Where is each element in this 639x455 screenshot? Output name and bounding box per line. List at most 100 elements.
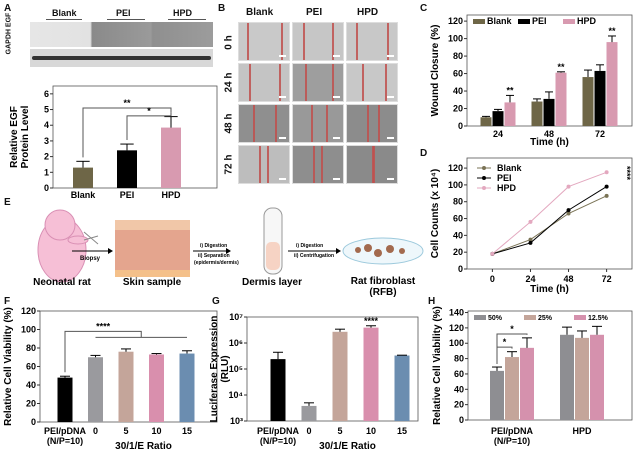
x-tick-label: 24 <box>493 129 503 139</box>
significance-bracket <box>82 107 172 158</box>
bar <box>179 353 195 422</box>
data-point <box>604 184 609 189</box>
wound-edge-line <box>275 105 277 142</box>
wound-edge-line <box>373 146 375 183</box>
label-skin-sample: Skin sample <box>123 277 182 288</box>
y-axis-label: Cell Counts (x 10⁴) <box>430 169 441 258</box>
y-tick-label: 0 <box>458 121 463 131</box>
y-tick-label: 20 <box>454 400 464 410</box>
x-axis-label: Time (h) <box>530 284 569 295</box>
y-tick-label: 120 <box>448 163 463 173</box>
scale-bar <box>387 137 394 139</box>
scale-bar <box>333 178 340 180</box>
legend-swatch <box>518 19 530 24</box>
legend-swatch <box>574 315 586 320</box>
wound-edge-line <box>281 23 283 60</box>
wound-edge-line <box>378 105 380 142</box>
y-tick-label: 100 <box>448 180 463 190</box>
bar <box>606 42 618 127</box>
wound-edge-line <box>279 64 281 101</box>
x-tick-label: 72 <box>595 129 605 139</box>
legend-swatch <box>524 315 536 320</box>
series-line <box>492 171 607 255</box>
x-tick-label: 15 <box>182 426 192 436</box>
wound-image <box>292 145 344 184</box>
panel-label-d: D <box>420 148 428 159</box>
x-tick-label: 5 <box>123 426 128 436</box>
chart-a: 0 1 2 3 4 5 6 Relative EGFProtein Level Blank PEI… <box>9 85 218 200</box>
legend-label: HPD <box>497 183 517 193</box>
bar <box>480 117 492 126</box>
bar <box>575 337 589 420</box>
series-line <box>492 186 607 255</box>
y-tick-label: 120 <box>449 323 464 333</box>
y-tick-label: 40 <box>454 384 464 394</box>
x-tick-label: PEI <box>120 190 135 200</box>
significance-bracket <box>496 333 528 365</box>
wound-edge-line <box>387 23 389 60</box>
y-axis-label-line: (RLU) <box>220 355 231 382</box>
scale-bar <box>387 96 394 98</box>
wound-col-blank: Blank <box>246 7 274 18</box>
wound-image <box>238 63 290 102</box>
significance-label: * <box>503 337 507 347</box>
y-axis-label: Relative EGFProtein Level <box>9 105 31 168</box>
x-tick-label: HPD <box>572 426 592 436</box>
wound-edge-line <box>259 146 261 183</box>
wound-image <box>346 145 398 184</box>
legend-label: PEI <box>532 16 547 26</box>
y-tick-label: 60 <box>454 369 464 379</box>
y-tick-label: 20 <box>453 104 463 114</box>
wound-image <box>346 22 398 61</box>
y-tick-label: 140 <box>449 308 464 318</box>
wound-edge-line <box>253 105 255 142</box>
y-axis-label: Luciferase Expression(RLU) <box>209 316 231 423</box>
y-axis-label-line: Cell Counts (x 10⁴) <box>430 169 441 258</box>
y-axis-label-line: Relative EGF <box>9 106 20 168</box>
petri-dish-icon <box>342 237 424 265</box>
wound-edge-line <box>321 146 323 183</box>
bar <box>161 127 181 188</box>
blot-group-blank: Blank <box>52 8 77 18</box>
label-neonatal-rat: Neonatal rat <box>33 277 91 288</box>
wound-edge-line <box>247 23 249 60</box>
y-tick-label: 60 <box>453 69 463 79</box>
bar <box>594 70 606 126</box>
x-tick-label: PEI/pDNA <box>491 426 534 436</box>
legend-marker <box>482 166 486 170</box>
wound-edge-line <box>313 146 315 183</box>
wound-image <box>292 22 344 61</box>
wound-edge-line <box>367 105 369 142</box>
bar <box>490 370 504 420</box>
data-point <box>604 170 609 175</box>
wound-edge-line <box>249 64 251 101</box>
label-rfb: (RFB) <box>369 287 396 298</box>
legend-label: 50% <box>488 315 503 322</box>
scale-bar <box>387 178 394 180</box>
arrow-biopsy-label: Biopsy <box>80 256 101 262</box>
wound-image <box>238 104 290 143</box>
rat-illustration <box>37 209 89 283</box>
y-tick-label: 1 <box>44 167 49 177</box>
bar <box>57 377 73 422</box>
x-tick-label: (N/P=10) <box>494 436 530 446</box>
y-axis-label-line: Luciferase Expression <box>209 316 220 423</box>
y-tick-label: 80 <box>453 197 463 207</box>
bar <box>531 101 543 126</box>
y-tick-label: 10⁷ <box>229 312 243 322</box>
scale-bar <box>279 55 286 57</box>
y-tick-label: 100 <box>21 325 36 335</box>
y-axis-label-line: Relative Cell Viability (%) <box>3 307 14 426</box>
data-point <box>528 240 533 245</box>
x-tick-label: 5 <box>337 426 342 436</box>
y-tick-label: 2 <box>44 152 49 162</box>
y-tick-label: 10⁵ <box>229 364 243 374</box>
y-tick-label: 40 <box>453 230 463 240</box>
scale-bar <box>333 55 340 57</box>
data-point <box>566 208 571 213</box>
x-tick-label: HPD <box>161 190 181 200</box>
legend-label: HPD <box>577 16 597 26</box>
panel-label-e: E <box>4 197 11 208</box>
y-tick-label: 10³ <box>230 416 243 426</box>
